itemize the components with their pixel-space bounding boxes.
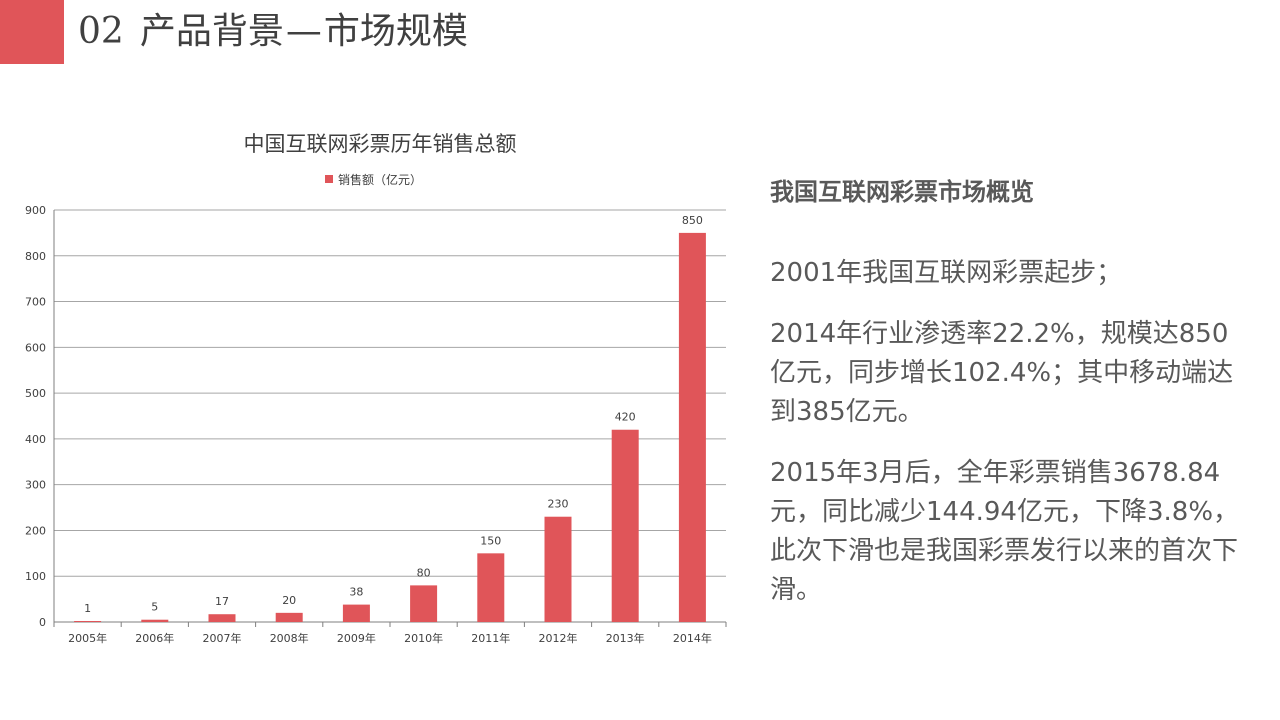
bar — [611, 429, 639, 622]
bar — [410, 585, 438, 622]
title-separator: — — [285, 11, 322, 52]
title-sub: 市场规模 — [323, 11, 468, 52]
data-label: 1 — [84, 602, 91, 615]
y-tick-label: 400 — [25, 433, 46, 446]
bar — [275, 612, 303, 622]
data-label: 5 — [151, 601, 158, 614]
x-tick-label: 2007年 — [203, 631, 242, 645]
x-tick-label: 2011年 — [471, 631, 510, 645]
header-accent-block — [0, 0, 64, 64]
x-tick-label: 2005年 — [68, 631, 107, 645]
data-label: 230 — [548, 498, 569, 511]
y-tick-label: 200 — [25, 524, 46, 537]
data-label: 17 — [215, 595, 229, 608]
overview-paragraph-2: 2014年行业渗透率22.2%，规模达850亿元，同步增长102.4%；其中移动… — [770, 319, 1234, 427]
data-label: 20 — [282, 594, 296, 607]
x-tick-label: 2014年 — [673, 631, 712, 645]
x-tick-label: 2012年 — [539, 631, 578, 645]
bar — [141, 619, 169, 622]
x-tick-label: 2010年 — [404, 631, 443, 645]
bar — [342, 604, 370, 622]
data-label: 150 — [480, 534, 501, 547]
bar — [477, 553, 505, 622]
y-tick-label: 900 — [25, 204, 46, 217]
legend-swatch — [325, 175, 333, 183]
page-title: 02 产品背景—市场规模 — [78, 6, 468, 58]
bar — [544, 516, 572, 622]
y-tick-label: 600 — [25, 341, 46, 354]
data-label: 850 — [682, 214, 703, 227]
overview-heading: 我国互联网彩票市场概览 — [770, 178, 1034, 206]
bar — [74, 621, 102, 622]
overview-paragraph-1: 2001年我国互联网彩票起步； — [770, 258, 1123, 288]
section-number: 02 — [78, 11, 124, 52]
x-tick-label: 2006年 — [135, 631, 174, 645]
y-tick-label: 500 — [25, 387, 46, 400]
x-tick-label: 2008年 — [270, 631, 309, 645]
y-tick-label: 100 — [25, 570, 46, 583]
chart-title: 中国互联网彩票历年销售总额 — [244, 132, 517, 156]
market-overview-panel: 我国互联网彩票市场概览 2001年我国互联网彩票起步； 2014年行业渗透率22… — [770, 170, 1240, 632]
y-tick-label: 700 — [25, 296, 46, 309]
x-tick-label: 2009年 — [337, 631, 376, 645]
x-tick-label: 2013年 — [606, 631, 645, 645]
data-label: 80 — [417, 566, 431, 579]
y-tick-label: 0 — [39, 616, 46, 629]
legend-label: 销售额（亿元） — [338, 172, 422, 187]
bar — [208, 614, 236, 622]
y-tick-label: 800 — [25, 250, 46, 263]
data-label: 38 — [349, 586, 363, 599]
y-tick-label: 300 — [25, 479, 46, 492]
bar — [678, 232, 706, 622]
overview-paragraph-3: 2015年3月后，全年彩票销售3678.84元，同比减少144.94亿元，下降3… — [770, 458, 1240, 605]
title-main: 产品背景 — [139, 11, 284, 52]
data-label: 420 — [615, 411, 636, 424]
